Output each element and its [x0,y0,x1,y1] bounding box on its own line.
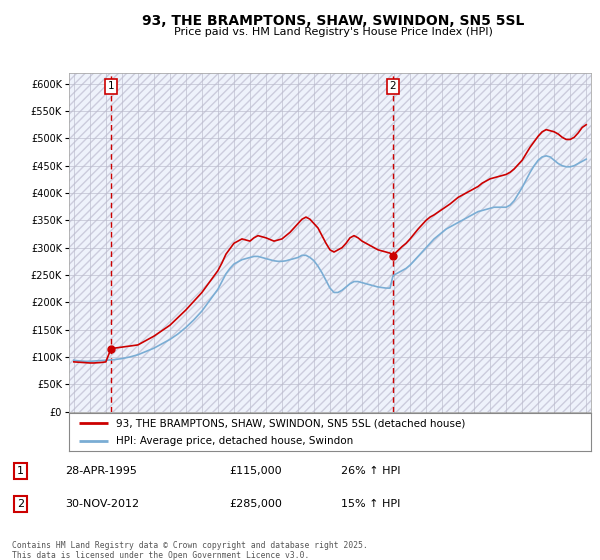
Text: 26% ↑ HPI: 26% ↑ HPI [341,466,401,476]
Text: HPI: Average price, detached house, Swindon: HPI: Average price, detached house, Swin… [116,436,353,446]
Text: 1: 1 [107,81,114,91]
Text: 93, THE BRAMPTONS, SHAW, SWINDON, SN5 5SL: 93, THE BRAMPTONS, SHAW, SWINDON, SN5 5S… [142,14,524,28]
Text: 28-APR-1995: 28-APR-1995 [65,466,137,476]
Text: 2: 2 [17,499,24,509]
Text: Price paid vs. HM Land Registry's House Price Index (HPI): Price paid vs. HM Land Registry's House … [173,27,493,37]
Text: 15% ↑ HPI: 15% ↑ HPI [341,499,401,509]
Text: 93, THE BRAMPTONS, SHAW, SWINDON, SN5 5SL (detached house): 93, THE BRAMPTONS, SHAW, SWINDON, SN5 5S… [116,418,466,428]
Text: £285,000: £285,000 [229,499,283,509]
Text: 2: 2 [389,81,396,91]
Text: 30-NOV-2012: 30-NOV-2012 [65,499,139,509]
Text: Contains HM Land Registry data © Crown copyright and database right 2025.
This d: Contains HM Land Registry data © Crown c… [12,540,368,560]
Text: £115,000: £115,000 [229,466,282,476]
Text: 1: 1 [17,466,24,476]
